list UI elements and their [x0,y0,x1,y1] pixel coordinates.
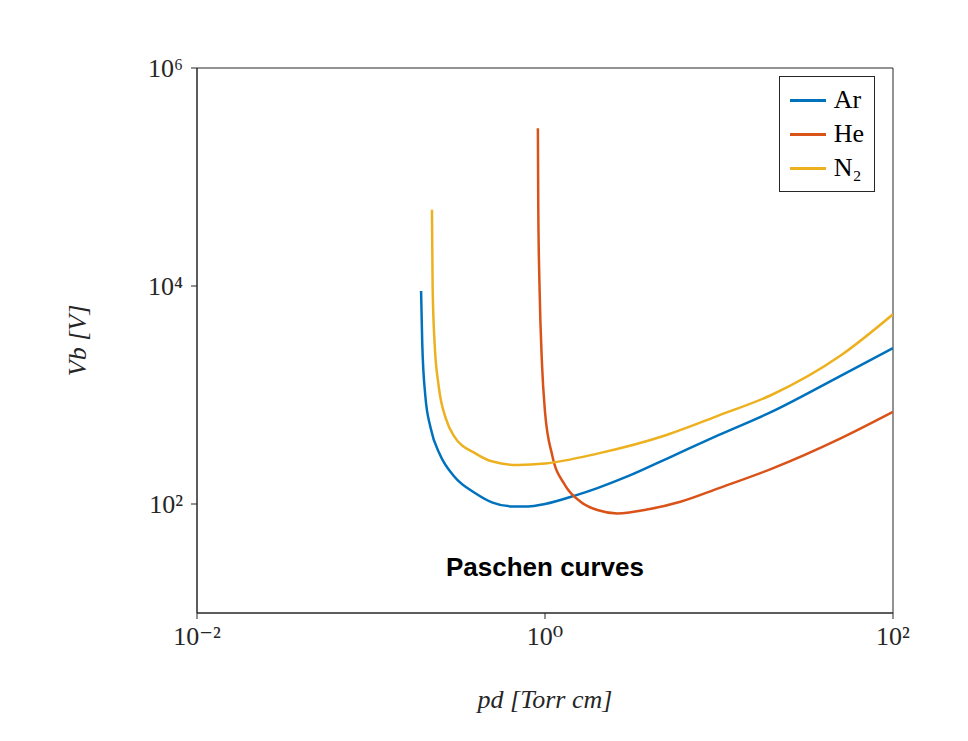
svg-text:10²: 10² [876,622,910,651]
svg-text:10⁻²: 10⁻² [173,622,221,651]
svg-text:pd [Torr cm]: pd [Torr cm] [476,685,613,714]
html-text:Paschen curves: Paschen curves [446,552,644,582]
html-text:Ar: Ar [833,85,862,114]
svg-text:Vb [V]: Vb [V] [63,305,92,377]
svg-text:10²: 10² [149,490,183,519]
svg-text:10⁶: 10⁶ [148,54,183,83]
html-text:N₂: N₂ [833,153,862,182]
html-text:He: He [833,119,864,148]
svg-text:10⁴: 10⁴ [148,272,183,301]
svg-text:10⁰: 10⁰ [527,622,563,651]
